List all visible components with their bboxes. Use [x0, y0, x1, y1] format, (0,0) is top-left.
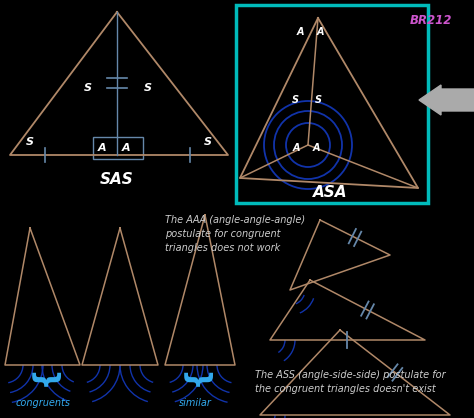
Text: congruents: congruents [16, 398, 71, 408]
Text: A: A [312, 143, 320, 153]
Text: The ASS (angle-side-side) postulate for
the congruent triangles doesn't exist: The ASS (angle-side-side) postulate for … [255, 370, 446, 394]
Text: A: A [296, 27, 304, 37]
Text: }: } [181, 371, 210, 393]
Text: }: } [28, 371, 57, 393]
Text: A: A [122, 143, 130, 153]
Text: A: A [292, 143, 300, 153]
Text: A: A [316, 27, 324, 37]
Text: ASA: ASA [313, 185, 347, 200]
Bar [93, 137, 143, 159]
Text: S: S [26, 137, 34, 147]
Text: The AAA (angle-angle-angle)
postulate for congruent
triangles does not work: The AAA (angle-angle-angle) postulate fo… [165, 215, 305, 253]
Text: A: A [98, 143, 106, 153]
Text: S: S [84, 83, 92, 93]
Text: SAS: SAS [100, 172, 134, 187]
Text: S: S [204, 137, 212, 147]
Text: BR212: BR212 [410, 14, 452, 27]
Text: S: S [144, 83, 152, 93]
Text: S: S [315, 95, 321, 105]
Text: similar: similar [179, 398, 211, 408]
FancyArrow shape [419, 85, 474, 115]
Bar [236, 5, 428, 203]
Text: S: S [292, 95, 299, 105]
